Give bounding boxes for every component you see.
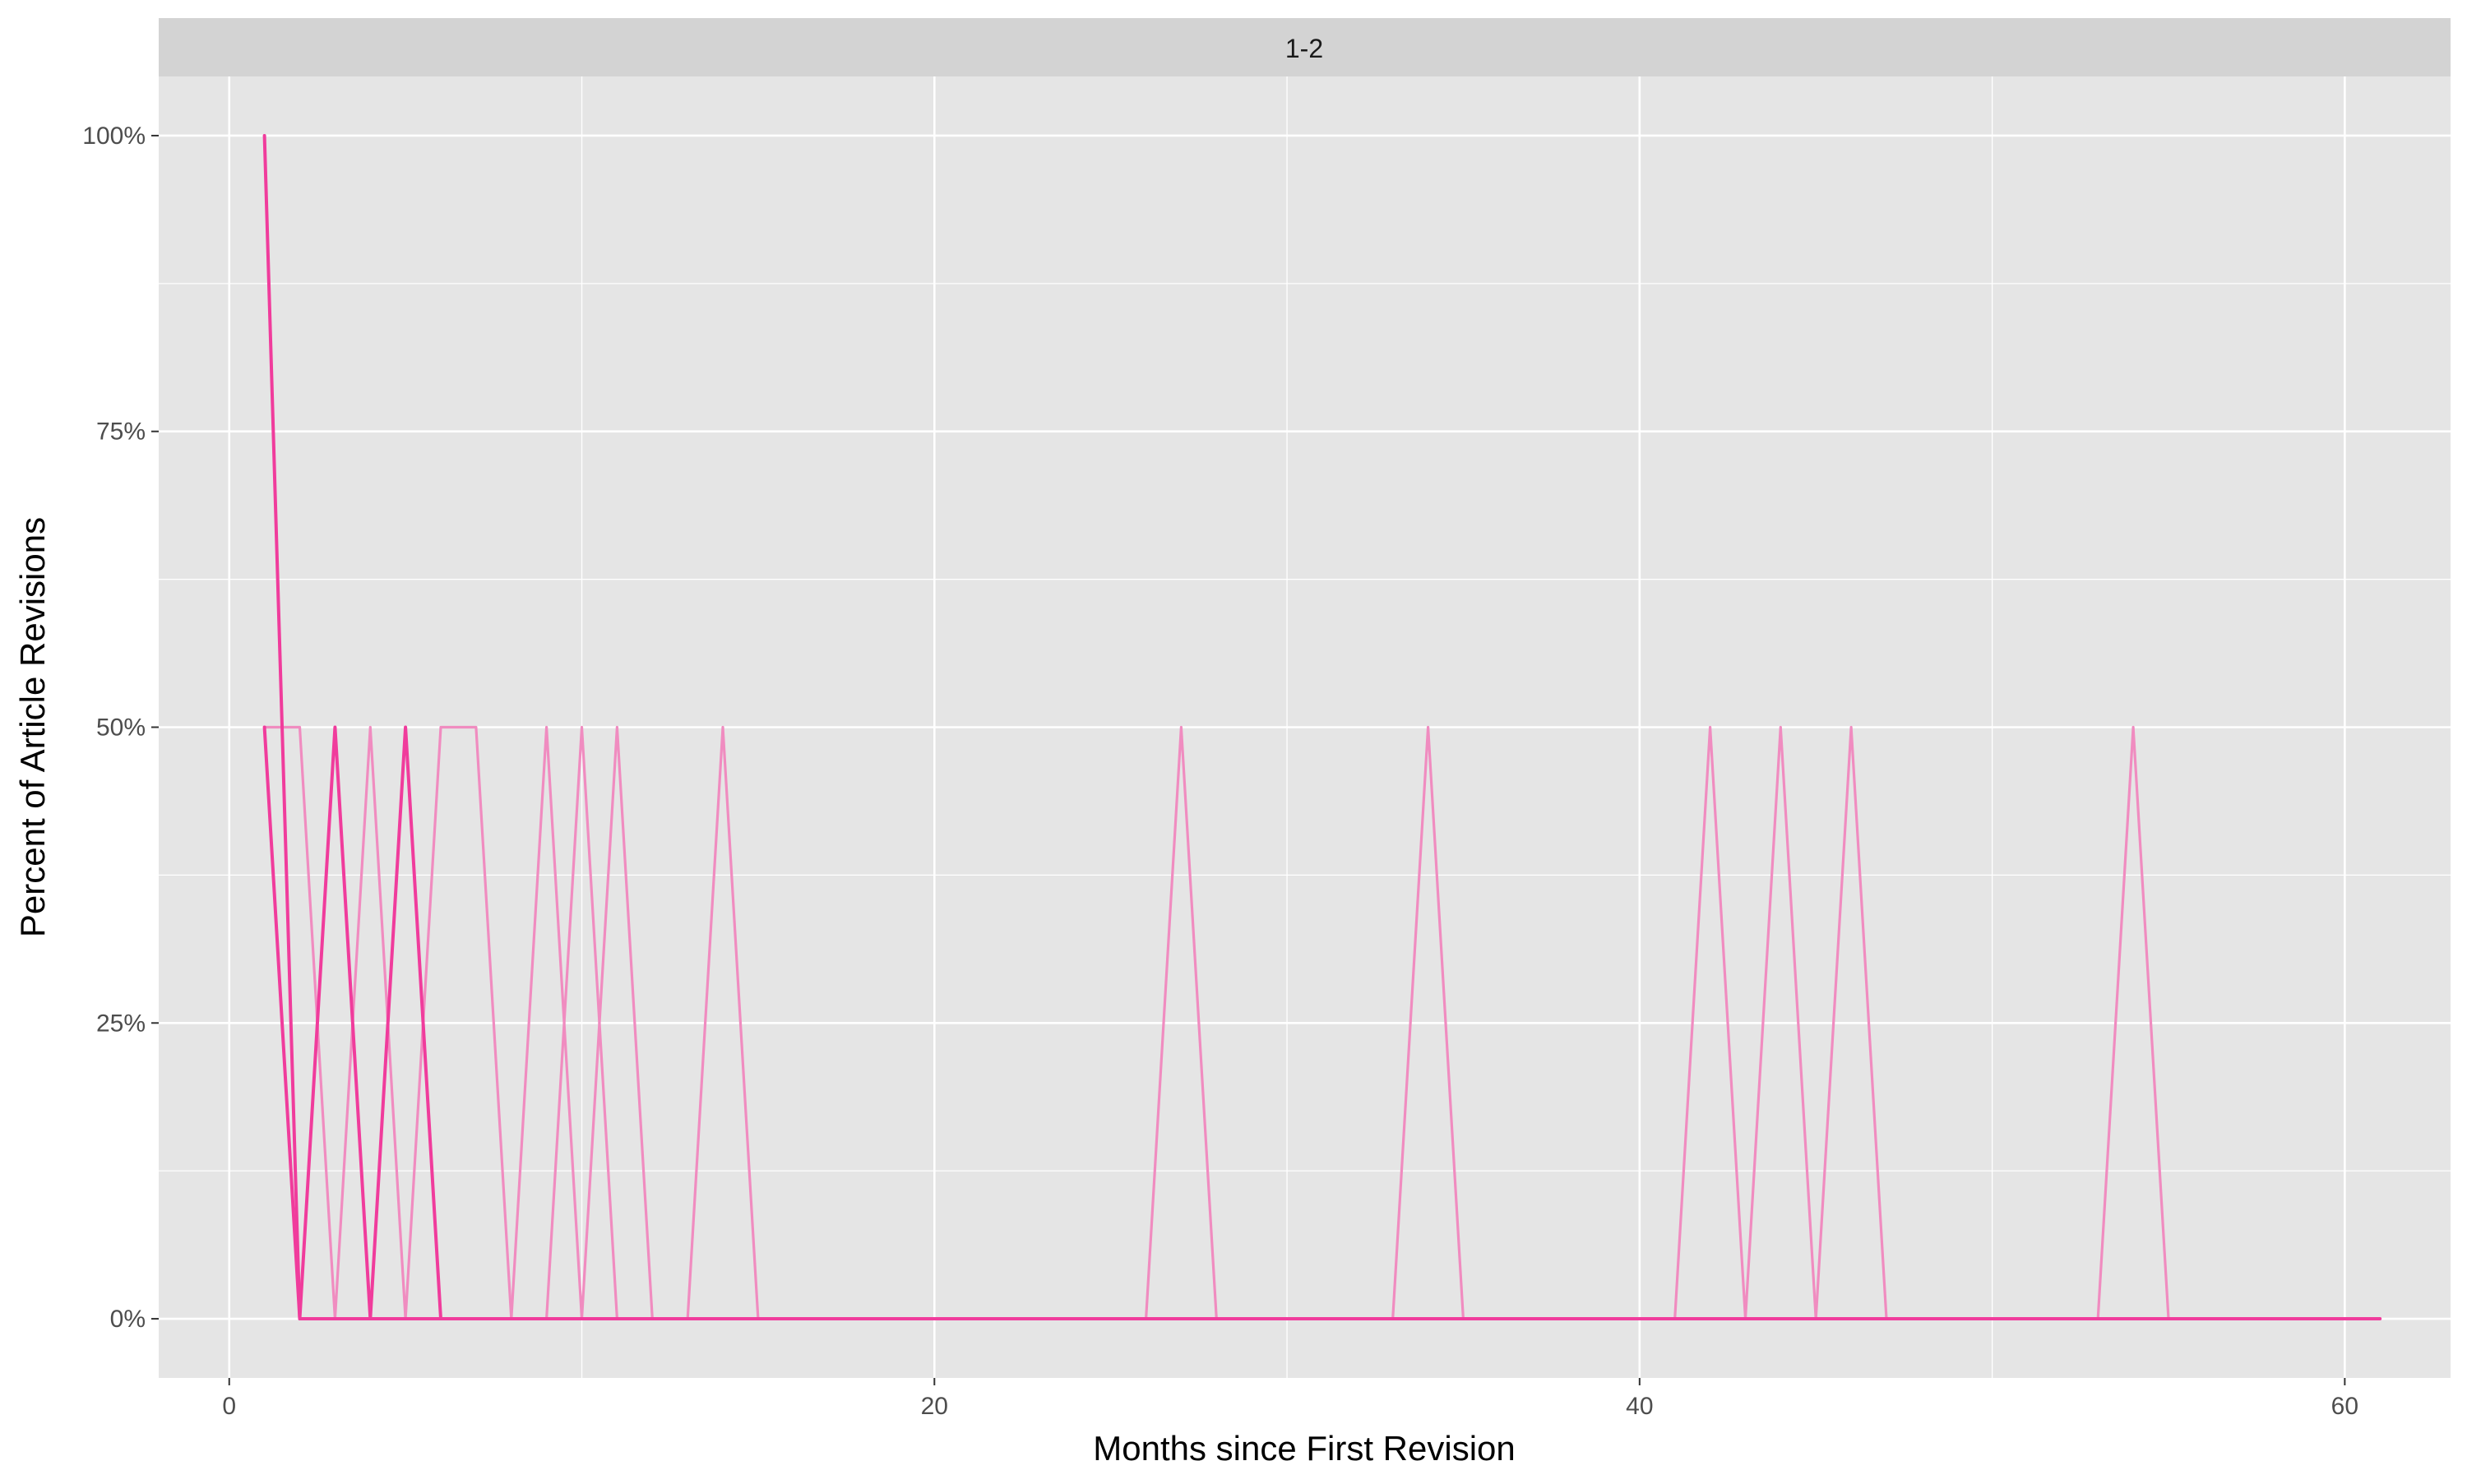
- y-axis-title: Percent of Article Revisions: [13, 517, 52, 937]
- y-tick-label: 25%: [96, 1010, 146, 1037]
- y-tick-label: 0%: [110, 1306, 146, 1333]
- series-line: [1673, 725, 1747, 1320]
- facet-strip-label: 1-2: [1285, 34, 1323, 63]
- y-tick-label: 50%: [96, 714, 146, 742]
- x-axis-title: Months since First Revision: [1093, 1429, 1516, 1468]
- x-tick-label: 20: [921, 1393, 948, 1420]
- series-lines: [262, 134, 2382, 1320]
- y-tick-label: 100%: [82, 123, 146, 150]
- series-line: [1814, 725, 1888, 1320]
- series-line: [1391, 725, 1465, 1320]
- series-line: [1743, 725, 1817, 1320]
- strip-background: [159, 18, 2451, 76]
- y-tick-label: 75%: [96, 418, 146, 446]
- series-line: [1144, 725, 1218, 1320]
- x-tick-label: 40: [1626, 1393, 1653, 1420]
- x-tick-label: 60: [2331, 1393, 2358, 1420]
- series-line: [262, 725, 442, 1320]
- axis-ticks: 0 20 40 60 0% 25% 50% 75% 100%: [82, 123, 2358, 1420]
- series-line: [2096, 725, 2170, 1320]
- series-line: [686, 725, 760, 1320]
- x-tick-label: 0: [222, 1393, 236, 1420]
- series-line: [544, 725, 619, 1320]
